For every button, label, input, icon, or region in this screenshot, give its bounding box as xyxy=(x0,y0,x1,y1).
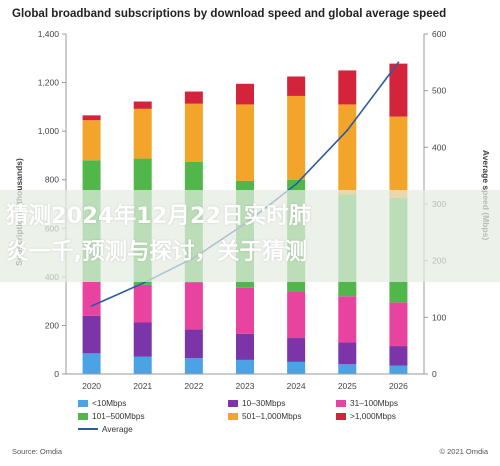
bar-segment-2 xyxy=(389,302,408,347)
bar-segment-5 xyxy=(133,101,152,109)
watermark-overlay: 猜测2024年12月22日实时肺 炎一千,预测与探讨，关于猜测 xyxy=(0,190,500,282)
x-axis: 2020 2021 2022 2023 2024 2025 2026 xyxy=(66,373,424,391)
bar-segment-2 xyxy=(236,287,254,334)
bar-segment-1 xyxy=(236,333,254,360)
bar-segment-5 xyxy=(82,115,101,121)
source-note: Source: Omdia xyxy=(12,447,63,456)
bar-segment-1 xyxy=(133,322,152,357)
bar-segment-0 xyxy=(133,356,152,374)
bar-segment-0 xyxy=(389,365,408,374)
legend-label: 10–30Mbps xyxy=(242,398,286,408)
right-tick-label: 0 xyxy=(432,369,437,379)
bar-segment-4 xyxy=(236,104,254,181)
x-tick-label: 2021 xyxy=(133,381,152,391)
legend-item-101-500: 101–500Mbps xyxy=(78,411,228,421)
right-tick-label: 100 xyxy=(432,312,446,322)
bar-segment-4 xyxy=(184,103,203,162)
left-tick-label: 0 xyxy=(54,369,59,379)
bar-segment-0 xyxy=(287,361,306,374)
legend: <10Mbps 10–30Mbps 31–100Mbps 101–500Mbps… xyxy=(78,398,438,434)
x-tick-label: 2022 xyxy=(184,381,203,391)
bar-segment-4 xyxy=(389,116,408,198)
legend-line-swatch xyxy=(78,428,98,430)
chart-title: Global broadband subscriptions by downlo… xyxy=(12,7,447,20)
bar-segment-0 xyxy=(338,364,357,374)
bar-segment-5 xyxy=(338,70,357,105)
legend-swatch xyxy=(78,412,88,420)
bar-segment-4 xyxy=(287,95,306,180)
watermark-text-line-1: 猜测2024年12月22日实时肺 xyxy=(6,203,312,229)
right-tick-label: 400 xyxy=(432,142,446,152)
bar-segment-2 xyxy=(184,282,203,330)
bar-segment-2 xyxy=(133,284,152,323)
legend-item-31-100: 31–100Mbps xyxy=(336,398,446,408)
legend-swatch xyxy=(228,412,238,420)
bar-segment-2 xyxy=(82,281,101,316)
average-point xyxy=(90,305,93,307)
average-point xyxy=(141,282,144,285)
legend-label: 501–1,000Mbps xyxy=(242,411,302,421)
x-tick-label: 2025 xyxy=(338,381,357,391)
copyright-note: © 2021 Omdia xyxy=(439,447,488,456)
legend-label: 101–500Mbps xyxy=(92,411,145,421)
right-tick-label: 500 xyxy=(432,86,446,96)
legend-item-10-30: 10–30Mbps xyxy=(228,398,336,408)
bar-segment-0 xyxy=(236,359,254,374)
left-tick-label: 1,000 xyxy=(38,126,60,136)
legend-label: >1,000Mbps xyxy=(350,411,396,421)
legend-item-average: Average xyxy=(78,424,228,434)
bar-segment-1 xyxy=(338,342,357,365)
left-tick-label: 1,400 xyxy=(38,29,60,39)
legend-label: Average xyxy=(102,424,133,434)
legend-label: 31–100Mbps xyxy=(350,398,398,408)
legend-item-501-1000: 501–1,000Mbps xyxy=(228,411,336,421)
bar-segment-1 xyxy=(287,338,306,362)
legend-label: <10Mbps xyxy=(92,398,127,408)
bar-segment-1 xyxy=(389,346,408,366)
average-point xyxy=(295,183,298,186)
bar-segment-4 xyxy=(82,120,101,161)
legend-swatch xyxy=(228,399,238,407)
bar-segment-4 xyxy=(133,108,152,159)
average-point xyxy=(346,129,349,132)
bar-segment-5 xyxy=(184,91,203,104)
bar-segment-2 xyxy=(338,296,357,343)
x-tick-label: 2026 xyxy=(389,381,408,391)
bar-segment-1 xyxy=(184,329,203,359)
legend-swatch xyxy=(336,412,346,420)
bar-segment-1 xyxy=(82,315,101,354)
legend-swatch xyxy=(336,399,346,407)
bar-segment-5 xyxy=(236,83,254,105)
x-tick-label: 2024 xyxy=(287,381,306,391)
watermark-text-line-2: 炎一千,预测与探讨，关于猜测 xyxy=(6,239,308,265)
bar-segment-0 xyxy=(184,358,203,374)
bar-segment-4 xyxy=(338,104,357,195)
legend-swatch xyxy=(78,399,88,407)
left-tick-label: 800 xyxy=(45,175,59,185)
legend-item-gt1000: >1,000Mbps xyxy=(336,411,446,421)
bar-segment-2 xyxy=(287,291,306,339)
bar-segment-0 xyxy=(82,353,101,374)
x-tick-label: 2023 xyxy=(236,381,255,391)
bar-segment-5 xyxy=(389,63,408,117)
right-tick-label: 600 xyxy=(432,29,446,39)
x-tick-label: 2020 xyxy=(82,381,101,391)
left-tick-label: 1,200 xyxy=(38,78,60,88)
legend-item-lt10: <10Mbps xyxy=(78,398,228,408)
average-point xyxy=(397,61,400,64)
left-tick-label: 200 xyxy=(45,320,59,330)
bar-segment-5 xyxy=(287,76,306,96)
